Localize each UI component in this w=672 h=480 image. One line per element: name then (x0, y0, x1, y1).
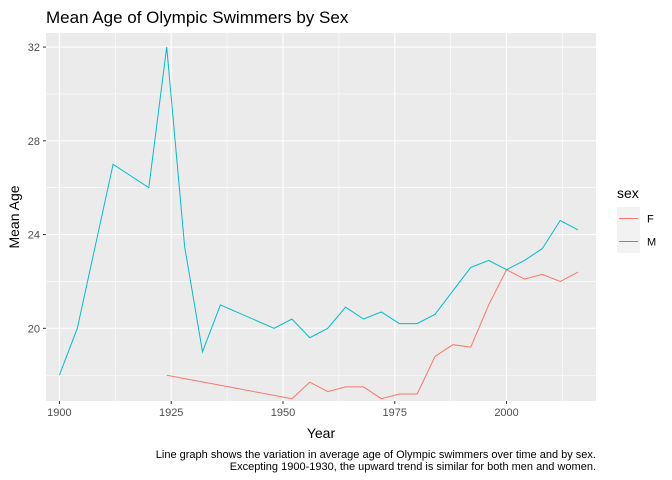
caption-line-1: Line graph shows the variation in averag… (156, 449, 596, 461)
legend-title: sex (617, 185, 639, 201)
x-tick-label: 1925 (159, 407, 183, 419)
series-lines (58, 47, 579, 400)
caption-line-2: Excepting 1900-1930, the upward trend is… (230, 461, 596, 473)
x-axis-title: Year (307, 425, 336, 441)
series-line-m (58, 47, 579, 376)
y-axis-title: Mean Age (6, 185, 22, 248)
series-line-f (166, 269, 579, 400)
y-tick-label: 20 (28, 323, 40, 335)
legend-label-f: F (647, 214, 654, 226)
legend-label-m: M (647, 237, 656, 249)
y-tick-label: 24 (28, 230, 40, 242)
x-tick-label: 2000 (494, 407, 518, 419)
minor-gridlines (46, 33, 596, 401)
legend: sex FM (617, 185, 656, 253)
x-tick-label: 1950 (271, 407, 295, 419)
x-tick-label: 1975 (383, 407, 407, 419)
x-tick-label: 1900 (47, 407, 71, 419)
y-axis-ticks: 20 24 28 32 (28, 42, 46, 335)
y-tick-label: 32 (28, 42, 40, 54)
x-axis-ticks: 1900 1925 1950 1975 2000 (47, 401, 519, 419)
y-tick-label: 28 (28, 136, 40, 148)
plot-panel (46, 33, 596, 401)
chart-title: Mean Age of Olympic Swimmers by Sex (46, 8, 349, 27)
